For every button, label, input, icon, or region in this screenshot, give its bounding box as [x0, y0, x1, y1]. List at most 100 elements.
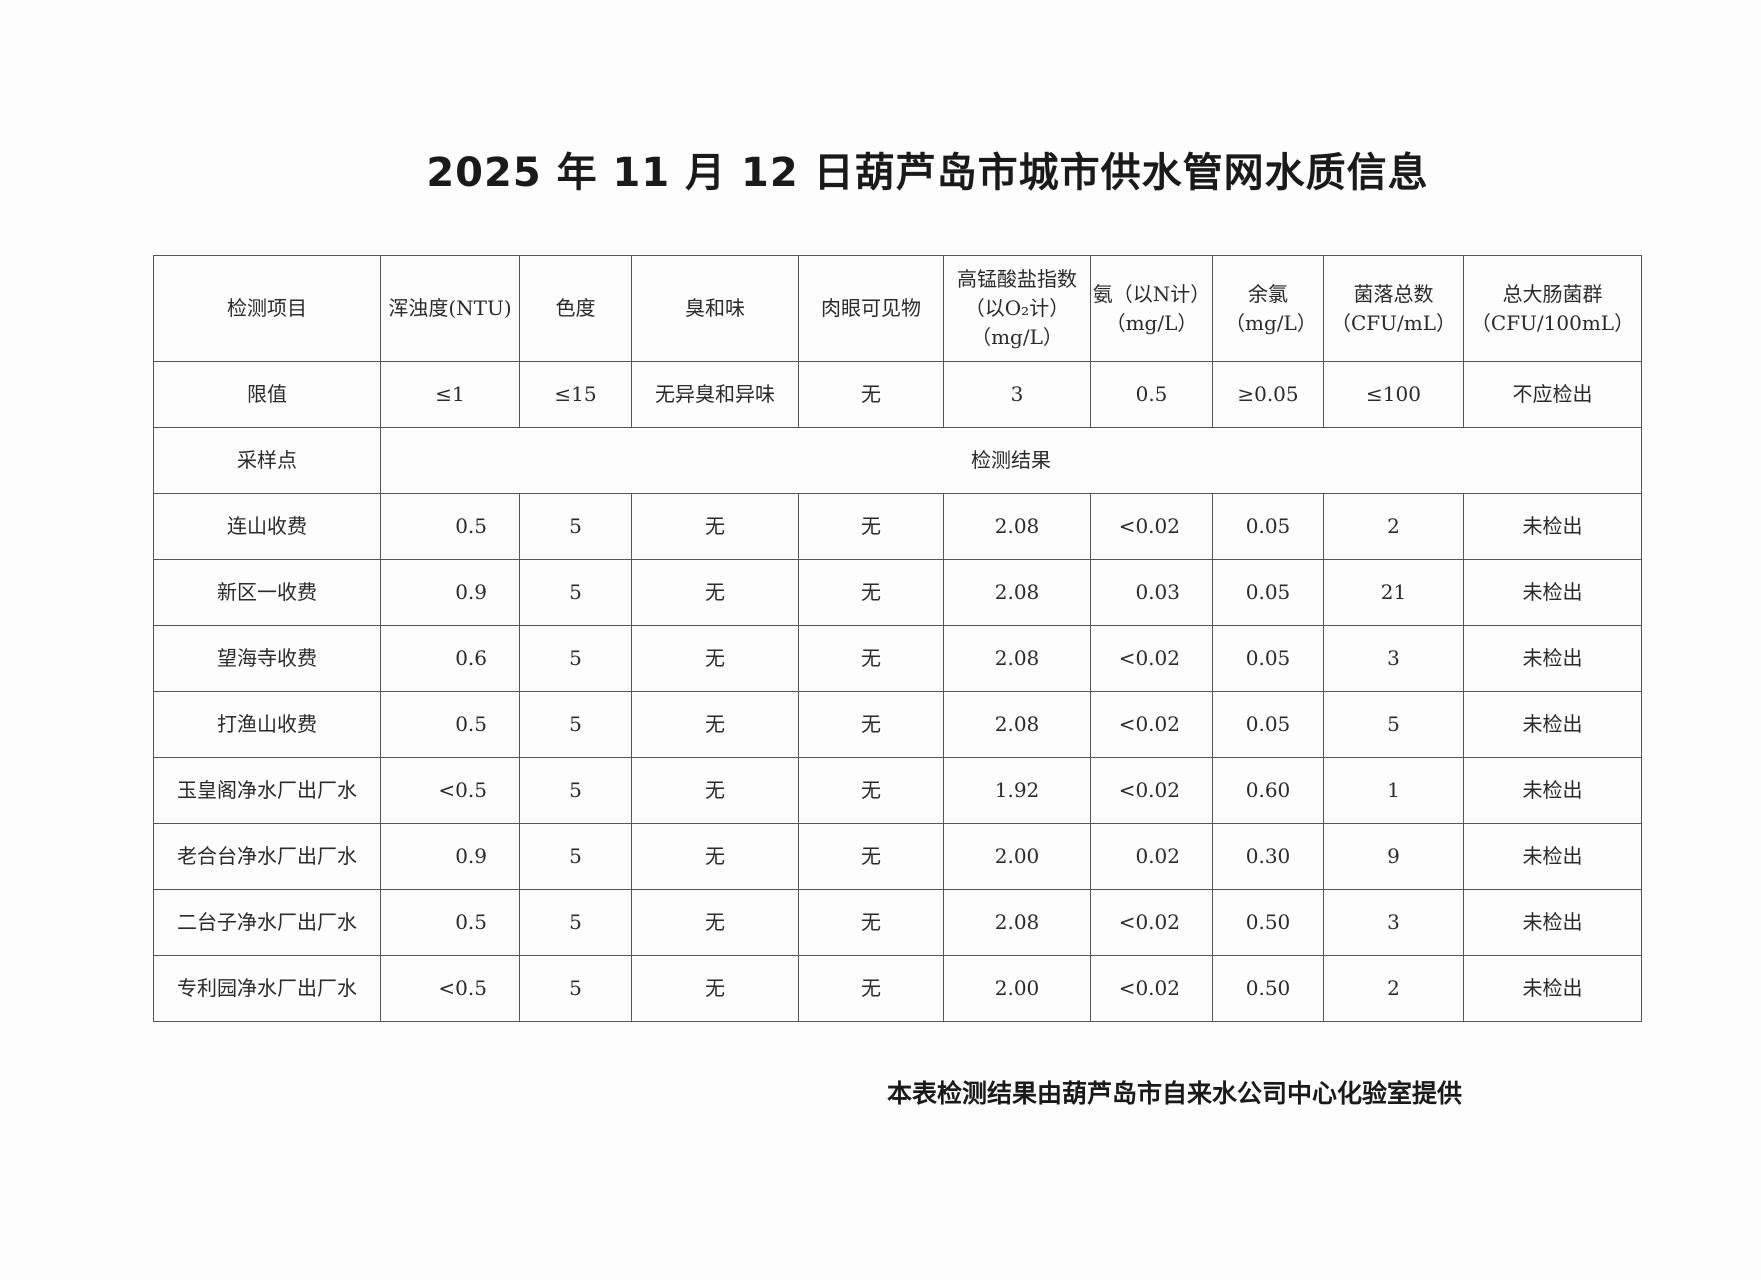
sampling-point: 新区一收费: [153, 559, 381, 626]
column-header-line: 高锰酸盐指数: [957, 267, 1077, 291]
limit-cell: 无异臭和异味: [631, 361, 799, 428]
sampling-point: 二台子净水厂出厂水: [153, 889, 381, 956]
table-row: 专利园净水厂出厂水 <0.5 5 无无 2.00 <0.02 0.50 2 未检出: [153, 955, 1642, 1022]
column-header: 高锰酸盐指数 （以O₂计） （mg/L）: [943, 255, 1091, 362]
column-header-line: （mg/L）: [1105, 310, 1198, 335]
limit-cell: 不应检出: [1463, 361, 1642, 428]
limit-cell: ≤15: [519, 361, 632, 428]
result-cell: 未检出: [1463, 889, 1642, 956]
result-cell: 9: [1323, 823, 1464, 890]
result-cell: 无: [798, 823, 944, 890]
footer-note: 本表检测结果由葫芦岛市自来水公司中心化验室提供: [887, 1079, 1463, 1108]
result-cell: 无: [631, 691, 799, 758]
result-cell: 0.9: [380, 559, 520, 626]
result-cell: <0.02: [1090, 955, 1213, 1022]
column-header-line: （CFU/mL）: [1330, 310, 1457, 335]
limit-cell: ≤1: [380, 361, 520, 428]
limit-cell: 0.5: [1090, 361, 1213, 428]
result-cell: 未检出: [1463, 823, 1642, 890]
column-header-line: 肉眼可见物: [821, 296, 921, 320]
water-quality-table: 检测项目 浑浊度(NTU) 色度 臭和味 肉眼可见物 高锰酸盐指数 （以O₂计） （mg/L）…: [153, 255, 1642, 1022]
result-cell: 0.03: [1090, 559, 1213, 626]
column-header: 色度: [519, 255, 632, 362]
result-cell: 2.08: [943, 889, 1091, 956]
result-cell: 5: [519, 889, 632, 956]
column-header: 浑浊度(NTU): [380, 255, 520, 362]
result-cell: 5: [519, 955, 632, 1022]
sampling-point: 老合台净水厂出厂水: [153, 823, 381, 890]
sampling-point: 连山收费: [153, 493, 381, 560]
result-cell: 未检出: [1463, 955, 1642, 1022]
limit-cell: ≤100: [1323, 361, 1464, 428]
result-cell: <0.5: [380, 955, 520, 1022]
result-cell: 0.50: [1212, 955, 1324, 1022]
result-cell: 无: [798, 691, 944, 758]
limit-cell: ≥0.05: [1212, 361, 1324, 428]
limits-row: 限值 ≤1 ≤15 无异臭和异味无 3 0.5 ≥0.05 ≤100 不应检出: [153, 361, 1642, 428]
limit-cell: 3: [943, 361, 1091, 428]
result-cell: 2: [1323, 493, 1464, 560]
column-header-line: 检测项目: [227, 296, 307, 320]
column-header-line: 臭和味: [685, 296, 745, 320]
result-cell: 5: [519, 493, 632, 560]
result-cell: <0.02: [1090, 757, 1213, 824]
result-cell: 3: [1323, 625, 1464, 692]
result-cell: 无: [798, 559, 944, 626]
sampling-point: 专利园净水厂出厂水: [153, 955, 381, 1022]
sampling-point: 打渔山收费: [153, 691, 381, 758]
result-cell: 未检出: [1463, 625, 1642, 692]
table-row: 望海寺收费 0.6 5 无无 2.08 <0.02 0.05 3 未检出: [153, 625, 1642, 692]
table-row: 打渔山收费 0.5 5 无无 2.08 <0.02 0.05 5 未检出: [153, 691, 1642, 758]
result-cell: 0.05: [1212, 691, 1324, 758]
result-cell: 无: [631, 823, 799, 890]
result-cell: 2.08: [943, 559, 1091, 626]
result-cell: 未检出: [1463, 559, 1642, 626]
result-cell: <0.02: [1090, 625, 1213, 692]
table-row: 二台子净水厂出厂水 0.5 5 无无 2.08 <0.02 0.50 3 未检出: [153, 889, 1642, 956]
result-cell: 2: [1323, 955, 1464, 1022]
result-cell: 0.6: [380, 625, 520, 692]
result-cell: 未检出: [1463, 493, 1642, 560]
result-cell: 5: [519, 625, 632, 692]
result-cell: 0.05: [1212, 559, 1324, 626]
result-cell: 无: [798, 625, 944, 692]
result-cell: 0.30: [1212, 823, 1324, 890]
column-header: 臭和味: [631, 255, 799, 362]
result-cell: 2.08: [943, 691, 1091, 758]
column-header-line: 总大肠菌群: [1502, 281, 1603, 306]
result-cell: 0.05: [1212, 493, 1324, 560]
table-row: 新区一收费 0.9 5 无无 2.08 0.03 0.05 21 未检出: [153, 559, 1642, 626]
result-cell: 0.5: [380, 691, 520, 758]
column-header: 菌落总数 （CFU/mL）: [1323, 255, 1464, 362]
result-cell: 0.02: [1090, 823, 1213, 890]
result-cell: 0.9: [380, 823, 520, 890]
result-cell: 无: [631, 493, 799, 560]
limit-cell: 无: [798, 361, 944, 428]
column-header-line: 菌落总数: [1353, 281, 1434, 306]
table-row: 老合台净水厂出厂水 0.9 5 无无 2.00 0.02 0.30 9 未检出: [153, 823, 1642, 890]
result-cell: 1.92: [943, 757, 1091, 824]
result-cell: 0.60: [1212, 757, 1324, 824]
column-header-line: （以O₂计）: [964, 296, 1070, 320]
column-header: 检测项目: [153, 255, 381, 362]
result-cell: 5: [519, 559, 632, 626]
sampling-point: 玉皇阁净水厂出厂水: [153, 757, 381, 824]
result-cell: 2.08: [943, 625, 1091, 692]
header-row: 检测项目 浑浊度(NTU) 色度 臭和味 肉眼可见物 高锰酸盐指数 （以O₂计） （mg/L）…: [153, 255, 1642, 362]
result-cell: 5: [519, 691, 632, 758]
section-label: 采样点: [153, 427, 381, 494]
column-header-line: （mg/L）: [971, 325, 1063, 349]
result-cell: 未检出: [1463, 691, 1642, 758]
table-row: 连山收费 0.5 5 无无 2.08 <0.02 0.05 2 未检出: [153, 493, 1642, 560]
result-cell: 无: [631, 559, 799, 626]
result-cell: 0.50: [1212, 889, 1324, 956]
page-title: 2025 年 11 月 12 日葫芦岛市城市供水管网水质信息: [426, 150, 1429, 196]
result-cell: 无: [798, 757, 944, 824]
result-cell: <0.02: [1090, 889, 1213, 956]
result-cell: 无: [631, 625, 799, 692]
row-label: 限值: [153, 361, 381, 428]
section-row: 采样点 检测结果: [153, 427, 1642, 494]
column-header-line: 氨（以N计）: [1092, 281, 1211, 306]
section-title: 检测结果: [380, 427, 1642, 494]
result-cell: 无: [631, 757, 799, 824]
